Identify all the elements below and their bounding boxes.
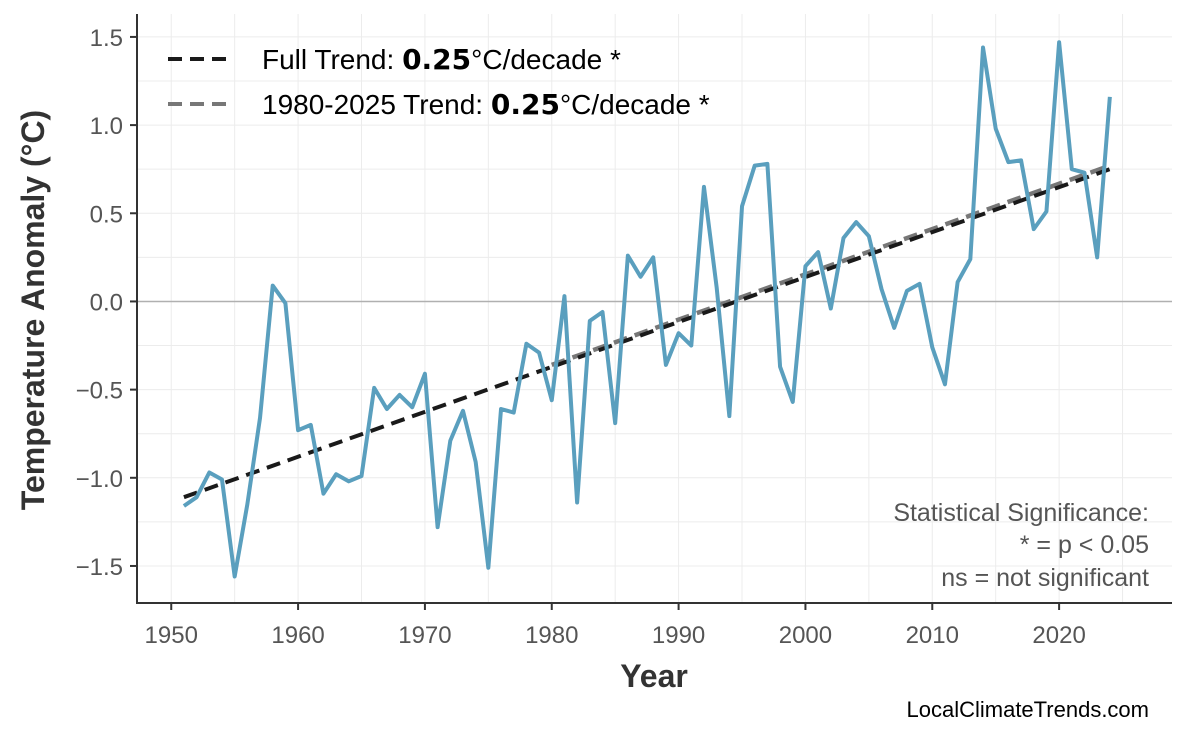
source-credit: LocalClimateTrends.com [907, 697, 1150, 722]
anomaly-series-line [184, 42, 1110, 576]
annotation-line-2: * = p < 0.05 [1020, 531, 1149, 559]
y-tick-label: 0.5 [90, 201, 123, 228]
y-tick-label: 0.0 [90, 289, 123, 316]
x-axis-label: Year [620, 658, 688, 694]
x-tick-label: 1980 [525, 622, 578, 649]
annotation-line-1: Statistical Significance: [893, 499, 1149, 527]
y-tick-label: 1.5 [90, 25, 123, 52]
x-tick-label: 1990 [652, 622, 705, 649]
legend: Full Trend: 0.25°C/decade * 1980-2025 Tr… [168, 43, 710, 121]
x-axis-ticks: 1950 1960 1970 1980 1990 2000 2010 2020 [145, 603, 1086, 649]
x-tick-label: 1970 [398, 622, 451, 649]
y-tick-label: −1.5 [76, 554, 123, 581]
y-tick-label: −1.0 [76, 466, 123, 493]
legend-full-trend-rate: 0.25 [402, 43, 471, 76]
x-tick-label: 2020 [1032, 622, 1085, 649]
legend-recent-trend-rate: 0.25 [491, 88, 560, 121]
y-tick-label: −0.5 [76, 378, 123, 405]
legend-full-trend-label: Full Trend: 0.25°C/decade * [262, 43, 621, 76]
x-tick-label: 1950 [145, 622, 198, 649]
y-axis-ticks: −1.5 −1.0 −0.5 0.0 0.5 1.0 1.5 [76, 25, 137, 581]
annotation-line-3: ns = not significant [941, 564, 1149, 592]
x-tick-label: 2000 [779, 622, 832, 649]
data-points [184, 42, 1110, 577]
y-axis-label: Temperature Anomaly (°C) [15, 110, 51, 510]
legend-recent-trend-label: 1980-2025 Trend: 0.25°C/decade * [262, 88, 710, 121]
x-tick-label: 2010 [906, 622, 959, 649]
y-tick-label: 1.0 [90, 113, 123, 140]
x-tick-label: 1960 [271, 622, 324, 649]
significance-annotation: Statistical Significance: * = p < 0.05 n… [893, 499, 1149, 592]
